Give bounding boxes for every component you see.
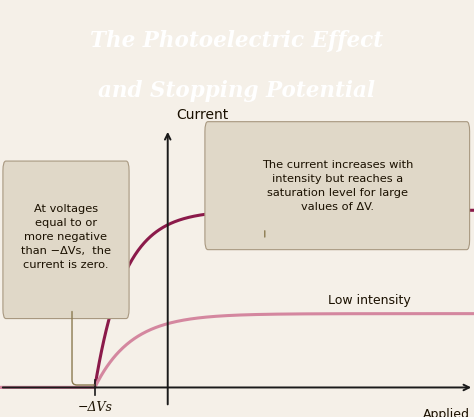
- Text: Current: Current: [176, 108, 229, 122]
- Text: −ΔVs: −ΔVs: [77, 401, 112, 414]
- FancyBboxPatch shape: [3, 161, 129, 319]
- Text: Low intensity: Low intensity: [328, 294, 411, 307]
- Text: Applied
voltage: Applied voltage: [423, 408, 470, 417]
- Text: The current increases with
intensity but reaches a
saturation level for large
va: The current increases with intensity but…: [262, 160, 413, 212]
- Text: High intensity: High intensity: [328, 188, 415, 202]
- Text: The Photoelectric Effect: The Photoelectric Effect: [91, 30, 383, 52]
- Text: and Stopping Potential: and Stopping Potential: [99, 80, 375, 102]
- FancyBboxPatch shape: [205, 122, 470, 250]
- Text: At voltages
equal to or
more negative
than −ΔVs,  the
current is zero.: At voltages equal to or more negative th…: [21, 204, 111, 270]
